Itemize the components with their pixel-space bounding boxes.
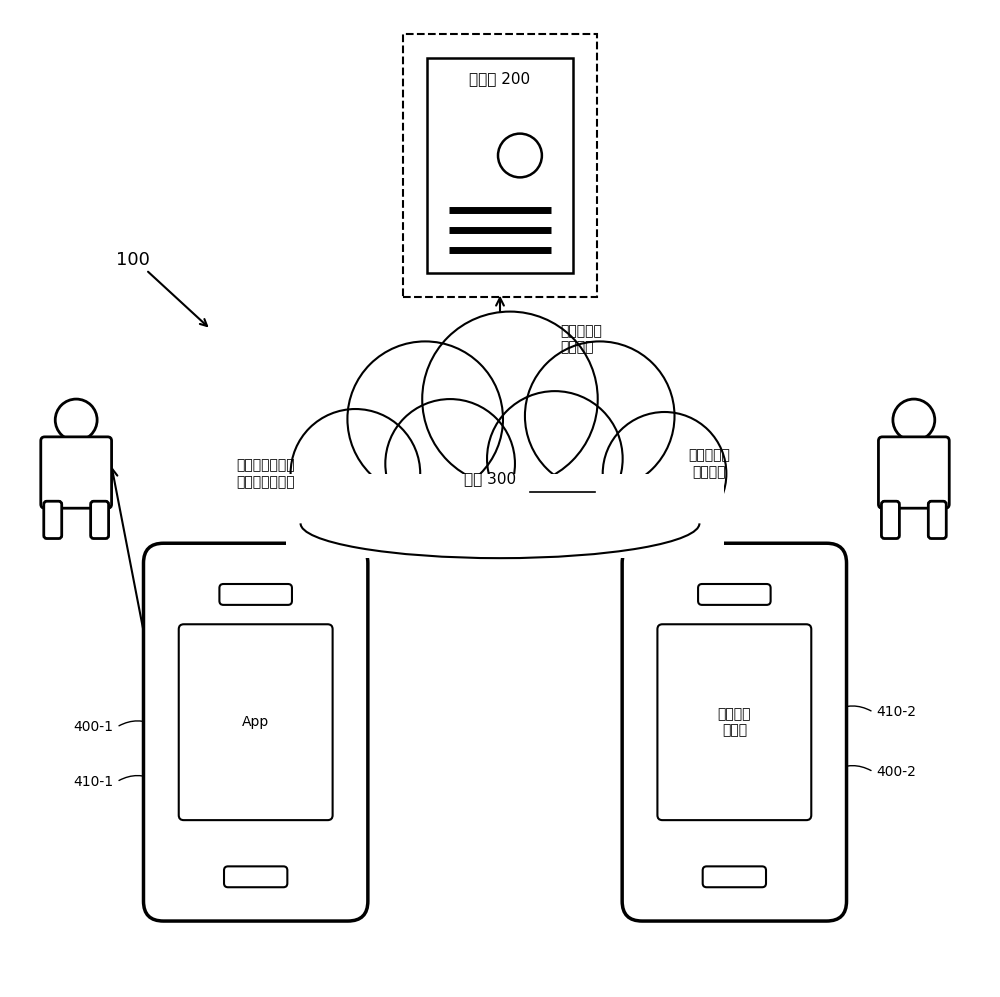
FancyBboxPatch shape [657,624,811,821]
Circle shape [487,391,623,526]
Text: 虚拟场景的场景
数据的获取请求: 虚拟场景的场景 数据的获取请求 [236,459,295,489]
Text: 虚拟场景的
场景数据: 虚拟场景的 场景数据 [688,449,730,479]
FancyBboxPatch shape [703,866,766,887]
Circle shape [291,409,420,538]
FancyBboxPatch shape [91,501,109,538]
Bar [403,34,597,297]
Text: 网络 300: 网络 300 [464,472,516,487]
Text: 100: 100 [116,251,150,269]
Bar [291,469,719,548]
FancyBboxPatch shape [881,501,899,538]
Circle shape [385,399,515,528]
Bar [286,474,724,558]
Circle shape [422,312,598,487]
Text: 虚拟场景的
场景数据: 虚拟场景的 场景数据 [560,324,602,355]
Text: 服务器 200: 服务器 200 [469,71,531,86]
Circle shape [525,341,675,491]
FancyBboxPatch shape [219,584,292,605]
FancyBboxPatch shape [41,437,112,508]
Text: 虚拟场景
的画面: 虚拟场景 的画面 [718,707,751,738]
Circle shape [55,399,97,441]
FancyBboxPatch shape [928,501,946,538]
Text: 410-1: 410-1 [73,775,114,789]
Circle shape [893,399,935,441]
FancyBboxPatch shape [698,584,771,605]
FancyBboxPatch shape [179,624,333,821]
Text: 400-2: 400-2 [876,765,916,779]
Bar [427,58,573,273]
FancyBboxPatch shape [143,543,368,921]
FancyBboxPatch shape [44,501,62,538]
Text: 410-2: 410-2 [876,705,916,719]
Circle shape [603,412,726,535]
FancyBboxPatch shape [622,543,847,921]
FancyBboxPatch shape [224,866,287,887]
Text: 400-1: 400-1 [74,720,114,734]
FancyBboxPatch shape [878,437,949,508]
Text: App: App [242,715,269,729]
Circle shape [347,341,503,497]
